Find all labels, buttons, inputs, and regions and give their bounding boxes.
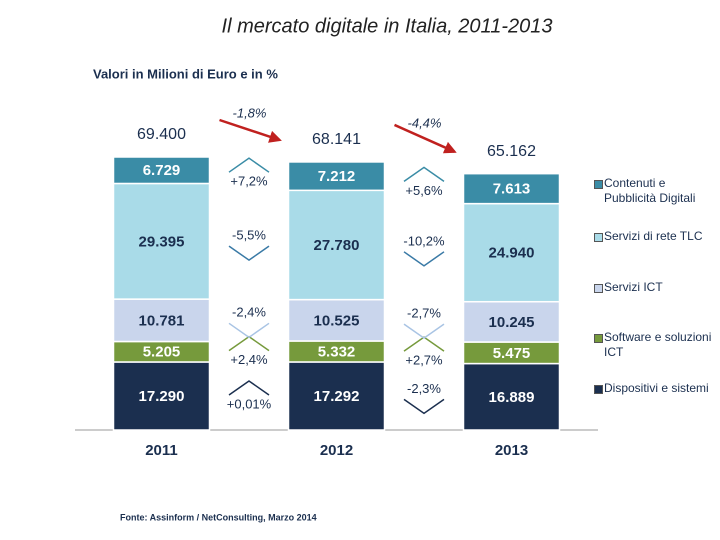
bar-segment bbox=[112, 361, 211, 431]
value-label: 5.475 bbox=[493, 345, 531, 362]
change-label: +7,2% bbox=[230, 174, 268, 189]
change-chevron bbox=[228, 380, 270, 396]
legend-swatch bbox=[594, 334, 603, 343]
x-tick-label: 2012 bbox=[320, 442, 353, 459]
change-chevron bbox=[403, 251, 445, 267]
bar-segment bbox=[462, 202, 561, 303]
bar-segment bbox=[462, 362, 561, 431]
value-label: 10.525 bbox=[314, 312, 360, 329]
change-label: -5,5% bbox=[232, 228, 266, 243]
change-label: -2,7% bbox=[407, 306, 441, 321]
legend-swatch bbox=[594, 233, 603, 242]
legend-swatch bbox=[594, 385, 603, 394]
total-change-label: -4,4% bbox=[408, 115, 442, 130]
change-chevron bbox=[228, 322, 270, 339]
bar-segment bbox=[287, 298, 386, 342]
total-label: 69.400 bbox=[137, 126, 186, 143]
legend-swatch bbox=[594, 180, 603, 189]
legend-label: Software e soluzioni ICT bbox=[604, 330, 712, 359]
total-change-label: -1,8% bbox=[233, 105, 267, 120]
value-label: 5.205 bbox=[143, 344, 181, 361]
bar-segment bbox=[112, 156, 211, 185]
bar-segment bbox=[462, 172, 561, 205]
legend-label: Contenuti e Pubblicità Digitali bbox=[604, 176, 696, 205]
bar-segment bbox=[287, 161, 386, 192]
value-label: 7.613 bbox=[493, 181, 531, 198]
change-label: +5,6% bbox=[405, 183, 443, 198]
total-change-arrow bbox=[219, 118, 282, 143]
value-label: 6.729 bbox=[143, 162, 181, 179]
value-label: 24.940 bbox=[489, 245, 535, 262]
subtitle: Valori in Milioni di Euro e in % bbox=[93, 66, 278, 81]
change-label: -10,2% bbox=[403, 233, 445, 248]
change-label: -2,3% bbox=[407, 381, 441, 396]
change-chevron bbox=[403, 336, 445, 352]
chart-title: Il mercato digitale in Italia, 2011-2013 bbox=[222, 15, 553, 37]
change-chevron bbox=[228, 157, 270, 173]
change-label: -2,4% bbox=[232, 305, 266, 320]
value-label: 17.290 bbox=[139, 388, 185, 405]
total-label: 68.141 bbox=[312, 131, 361, 148]
bar-segment bbox=[112, 182, 211, 300]
change-chevron bbox=[403, 323, 445, 340]
change-chevron bbox=[403, 166, 445, 183]
change-chevron bbox=[403, 398, 445, 415]
change-chevron bbox=[228, 335, 270, 352]
value-label: 29.395 bbox=[139, 233, 185, 250]
value-label: 10.245 bbox=[489, 314, 535, 331]
total-change-arrow bbox=[393, 123, 457, 154]
legend-label: Servizi ICT bbox=[604, 280, 663, 294]
value-label: 5.332 bbox=[318, 343, 356, 360]
x-tick-label: 2011 bbox=[145, 442, 178, 459]
legend-label: Dispositivi e sistemi bbox=[604, 381, 709, 395]
x-tick-label: 2013 bbox=[495, 442, 528, 459]
source: Fonte: Assinform / NetConsulting, Marzo … bbox=[120, 512, 317, 522]
value-label: 16.889 bbox=[489, 389, 535, 406]
change-chevron bbox=[228, 245, 270, 262]
change-label: +2,4% bbox=[230, 352, 268, 367]
value-label: 17.292 bbox=[314, 388, 360, 405]
legend-label: Servizi di rete TLC bbox=[604, 229, 703, 243]
total-label: 65.162 bbox=[487, 143, 536, 160]
bar-segment bbox=[462, 300, 561, 343]
bar-segment bbox=[287, 361, 386, 431]
bar-segment bbox=[112, 298, 211, 343]
change-label: +2,7% bbox=[405, 353, 443, 368]
change-label: +0,01% bbox=[227, 396, 272, 411]
value-label: 10.781 bbox=[139, 312, 185, 329]
bar-segment bbox=[287, 189, 386, 301]
value-label: 27.780 bbox=[314, 237, 360, 254]
value-label: 7.212 bbox=[318, 168, 356, 185]
legend-swatch bbox=[594, 284, 603, 293]
